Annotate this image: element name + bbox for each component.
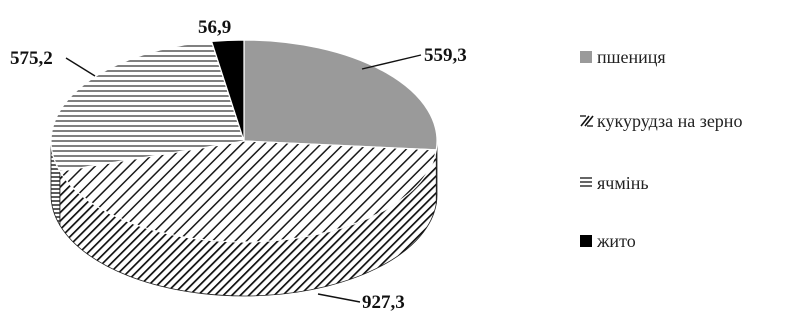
data-label-wheat: 559,3 xyxy=(424,45,467,66)
pie-slice-wheat xyxy=(243,39,438,151)
pie-leader-lines xyxy=(65,54,422,303)
legend-label-corn: кукурудза на зерно xyxy=(597,111,742,131)
legend-item-rye: жито xyxy=(580,231,636,251)
pie-top-slices xyxy=(50,39,438,243)
legend-swatch-wheat xyxy=(580,51,592,63)
legend-swatch-barley xyxy=(580,177,592,187)
leader-line-corn xyxy=(317,293,361,303)
legend-swatch-rye xyxy=(580,235,592,247)
legend-label-rye: жито xyxy=(596,231,636,251)
legend-item-barley: ячмінь xyxy=(580,173,649,193)
pie-slice-barley xyxy=(50,40,245,172)
legend-label-barley: ячмінь xyxy=(597,173,649,193)
legend-swatch-corn xyxy=(580,115,594,127)
pie-slice-rye xyxy=(210,39,245,142)
legend: пшениця кукурудза на зерно ячмінь жито xyxy=(580,47,742,251)
data-label-corn: 927,3 xyxy=(362,292,405,313)
legend-item-corn: кукурудза на зерно xyxy=(580,111,742,131)
leader-line-wheat xyxy=(361,54,422,70)
legend-item-wheat: пшениця xyxy=(580,47,666,67)
legend-label-wheat: пшениця xyxy=(597,47,666,67)
data-label-barley: 575,2 xyxy=(10,48,53,69)
data-label-rye: 56,9 xyxy=(198,17,231,38)
leader-line-barley xyxy=(65,57,96,77)
pie-slice-corn xyxy=(58,140,437,243)
